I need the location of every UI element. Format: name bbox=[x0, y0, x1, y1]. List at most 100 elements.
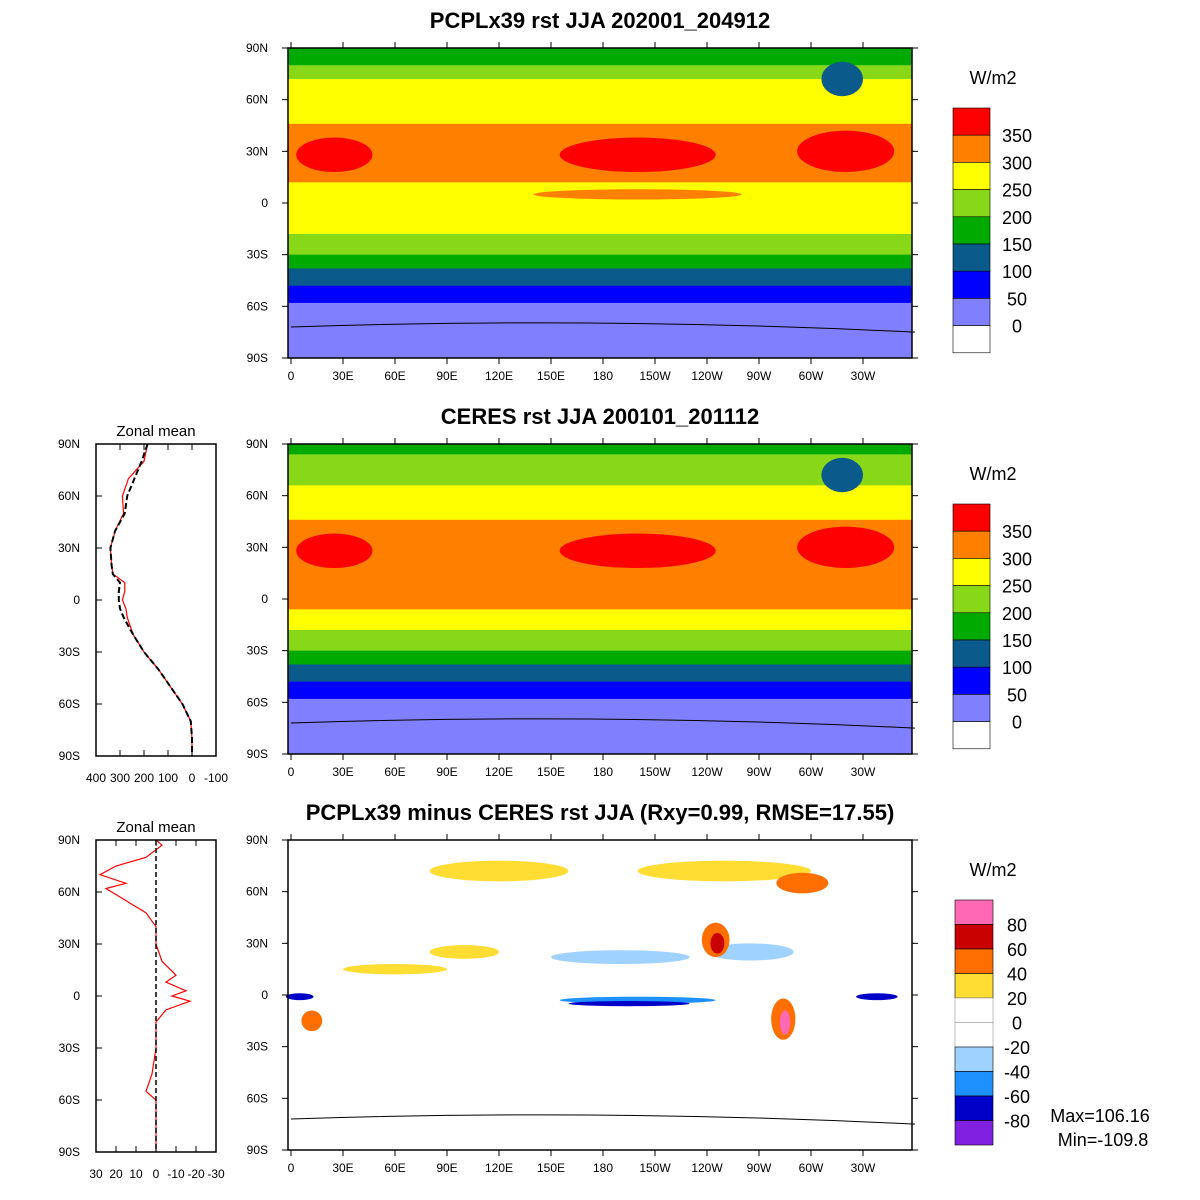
lat-band bbox=[288, 182, 912, 187]
lon-label: 120W bbox=[691, 765, 723, 779]
lat-band bbox=[288, 568, 912, 572]
colorbar-label: 20 bbox=[1007, 989, 1027, 1009]
x-label: 200 bbox=[134, 771, 154, 785]
lat-band bbox=[288, 471, 912, 476]
x-label: 20 bbox=[109, 1167, 123, 1181]
lat-band bbox=[288, 478, 912, 483]
colorbar-3: 80 60 40 20 0 -20 -40 -60 -80 bbox=[954, 899, 1030, 1146]
lon-label: 30W bbox=[851, 1161, 876, 1175]
lon-label: 120E bbox=[485, 1161, 513, 1175]
lat-band bbox=[288, 309, 912, 314]
lat-band bbox=[288, 740, 912, 745]
lat-band bbox=[288, 82, 912, 87]
lat-band bbox=[288, 209, 912, 214]
lat-label: 90N bbox=[246, 41, 268, 55]
colorbar-box bbox=[952, 162, 991, 190]
greenland-region bbox=[821, 61, 863, 97]
x-label: 0 bbox=[153, 1167, 160, 1181]
lat-band bbox=[288, 674, 912, 679]
anomaly-region bbox=[568, 1001, 690, 1007]
lat-band bbox=[288, 457, 912, 462]
lat-band bbox=[288, 733, 912, 738]
lon-label: 60W bbox=[799, 765, 824, 779]
zonal-line-difference bbox=[98, 839, 192, 1152]
lat-band bbox=[288, 461, 912, 466]
lat-label: 90S bbox=[247, 351, 268, 365]
colorbar-box bbox=[952, 585, 991, 614]
anomaly-region bbox=[856, 993, 898, 1001]
lat-band bbox=[288, 106, 912, 111]
lat-band bbox=[288, 512, 912, 517]
greenland-region bbox=[821, 457, 863, 493]
lat-band bbox=[288, 667, 912, 672]
colorbar-box bbox=[952, 298, 991, 326]
lon-label: 150E bbox=[537, 1161, 565, 1175]
lat-band bbox=[288, 340, 912, 345]
lat-band bbox=[288, 265, 912, 269]
map-panel-2: 90N 60N 30N 0 30S 60S 90S 0 30E 60E 90E 120E 150E 180… bbox=[246, 437, 918, 779]
lon-label: 120W bbox=[691, 369, 723, 383]
lat-band bbox=[288, 172, 912, 176]
lat-label: 30S bbox=[59, 1041, 80, 1055]
lat-band bbox=[288, 127, 912, 132]
lat-band bbox=[288, 333, 912, 338]
colorbar-label: 350 bbox=[1002, 522, 1032, 542]
colorbar2-units: W/m2 bbox=[970, 464, 1017, 484]
lat-label: 90S bbox=[247, 747, 268, 761]
lat-band bbox=[288, 302, 912, 307]
lat-band bbox=[288, 251, 912, 256]
colorbar-label: 150 bbox=[1002, 631, 1032, 651]
lat-band bbox=[288, 702, 912, 707]
lat-label: 60S bbox=[59, 1093, 80, 1107]
lat-band bbox=[288, 444, 912, 448]
lat-band bbox=[288, 75, 912, 80]
x-label: 30 bbox=[89, 1167, 103, 1181]
lat-band bbox=[288, 330, 912, 335]
lat-band bbox=[288, 316, 912, 321]
min-label: Min=-109.8 bbox=[1058, 1130, 1149, 1150]
lat-band bbox=[288, 351, 912, 356]
lat-band bbox=[288, 578, 912, 583]
lat-band bbox=[288, 640, 912, 645]
lat-band bbox=[288, 506, 912, 510]
itcz-band bbox=[533, 585, 742, 596]
anomaly-region bbox=[551, 950, 690, 964]
panel3-title: PCPLx39 minus CERES rst JJA (Rxy=0.99, R… bbox=[306, 800, 895, 825]
lat-band bbox=[288, 347, 912, 352]
colorbar-label: 150 bbox=[1002, 235, 1032, 255]
lat-band bbox=[288, 619, 912, 624]
lat-band bbox=[288, 685, 912, 690]
lat-band bbox=[288, 485, 912, 490]
antarctica-coastline bbox=[290, 322, 916, 333]
colorbar-label: -40 bbox=[1004, 1063, 1030, 1083]
colorbar-label: 40 bbox=[1007, 965, 1027, 985]
colorbar-label: 300 bbox=[1002, 153, 1032, 173]
anomaly-region bbox=[429, 860, 569, 882]
lat-band bbox=[288, 692, 912, 696]
lat-label: 90N bbox=[246, 833, 268, 847]
lat-label: 60N bbox=[58, 489, 80, 503]
lon-label: 30E bbox=[332, 1161, 353, 1175]
lat-band bbox=[288, 299, 912, 304]
lat-band bbox=[288, 320, 912, 325]
zonal-line-obs bbox=[109, 443, 193, 756]
lon-label: 0 bbox=[288, 369, 295, 383]
colorbar-label: 100 bbox=[1002, 262, 1032, 282]
lat-label: 60N bbox=[246, 93, 268, 107]
lat-label: 90N bbox=[246, 437, 268, 451]
lat-band bbox=[288, 240, 912, 245]
lat-band bbox=[288, 48, 912, 52]
lat-band bbox=[288, 116, 912, 121]
lat-band bbox=[288, 123, 912, 128]
lat-band bbox=[288, 220, 912, 225]
lon-label: 90W bbox=[747, 1161, 772, 1175]
lon-label: 90W bbox=[747, 765, 772, 779]
x-label: 0 bbox=[189, 771, 196, 785]
lat-band bbox=[288, 289, 912, 294]
lat-label: 60N bbox=[246, 489, 268, 503]
lon-label: 0 bbox=[288, 1161, 295, 1175]
lat-label: 0 bbox=[261, 592, 268, 606]
colorbar-box bbox=[952, 270, 991, 299]
lat-label: 30N bbox=[246, 936, 268, 950]
max-label: Max=106.16 bbox=[1050, 1106, 1150, 1126]
